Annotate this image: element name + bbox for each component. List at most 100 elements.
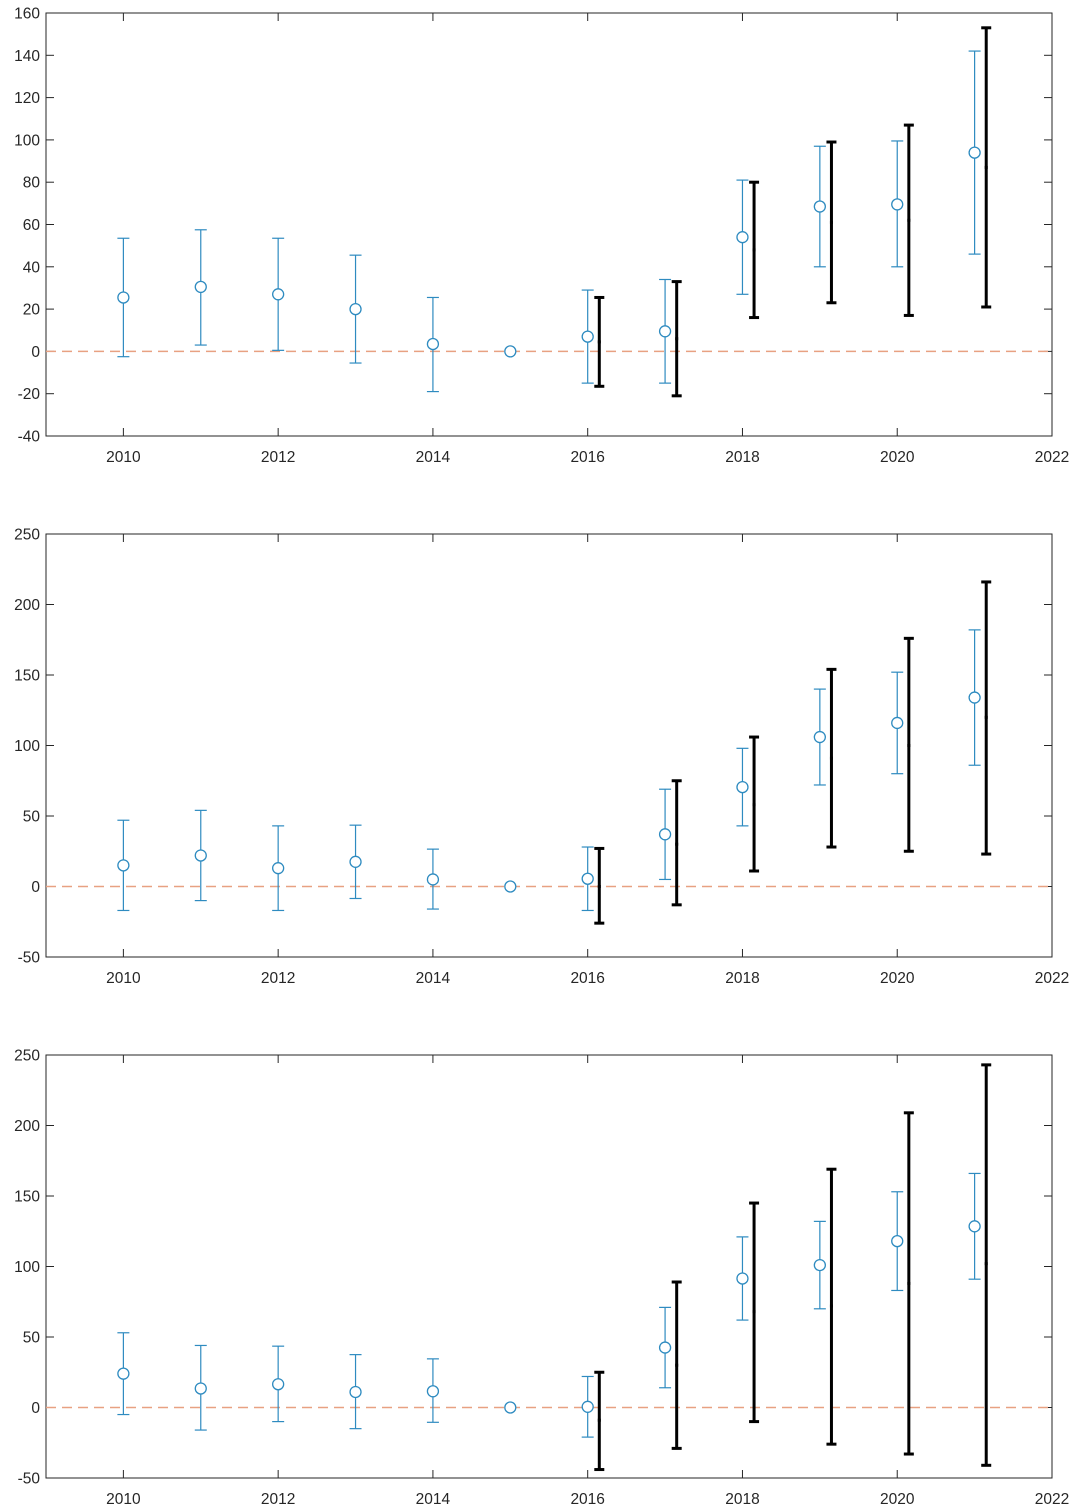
black-errorbar bbox=[594, 295, 605, 388]
black-errorbar bbox=[671, 1280, 682, 1450]
blue-errorbar bbox=[581, 1375, 594, 1438]
black-errorbar bbox=[671, 280, 682, 398]
blue-errorbar bbox=[658, 1306, 672, 1389]
y-tick-label: -50 bbox=[18, 950, 41, 967]
blue-errorbar bbox=[658, 788, 672, 881]
blue-errorbar bbox=[968, 1172, 981, 1280]
x-tick-label: 2018 bbox=[725, 449, 759, 466]
blue-errorbar bbox=[581, 289, 594, 384]
black-errorbar bbox=[981, 26, 992, 309]
plot-panel-1: -40 -20 0 20 40 60 80 100 120 140 160 2010 2012 2014 2… bbox=[14, 6, 1069, 467]
data-point-marker bbox=[658, 325, 672, 338]
blue-errorbar bbox=[194, 809, 207, 902]
data-point-marker bbox=[968, 691, 981, 704]
data-point-marker bbox=[504, 345, 517, 358]
data-point-marker bbox=[117, 1367, 130, 1380]
blue-errorbar bbox=[968, 50, 981, 255]
x-tick-label: 2010 bbox=[106, 970, 141, 987]
blue-errorbar bbox=[504, 345, 517, 358]
data-point-marker bbox=[349, 302, 362, 316]
black-errorbar bbox=[749, 180, 760, 320]
plot-panel-3: -50 0 50 100 150 200 250 2010 2012 2014 2016 2018 20… bbox=[14, 1048, 1069, 1509]
blue-errorbar bbox=[117, 1332, 130, 1416]
plot-panel-2: -50 0 50 100 150 200 250 2010 2012 2014 2016 2018 20… bbox=[14, 527, 1069, 988]
data-point-marker bbox=[426, 337, 440, 351]
y-tick-label: 50 bbox=[23, 1330, 41, 1347]
y-tick-label: 140 bbox=[14, 48, 40, 65]
blue-errorbar bbox=[194, 1344, 207, 1431]
black-errorbar bbox=[903, 1111, 914, 1456]
y-tick-label: 100 bbox=[14, 132, 40, 149]
y-tick-label: -20 bbox=[18, 386, 41, 403]
axes-box bbox=[45, 1054, 1053, 1479]
y-tick-label: 100 bbox=[14, 1259, 40, 1276]
blue-errorbar bbox=[272, 237, 285, 351]
blue-errorbar bbox=[117, 237, 130, 358]
x-tick-label: 2022 bbox=[1035, 970, 1069, 987]
y-tick-label: 100 bbox=[14, 738, 40, 755]
black-errorbar bbox=[981, 1063, 992, 1467]
data-point-marker bbox=[504, 880, 517, 893]
data-point-marker bbox=[426, 873, 440, 886]
black-errorbar bbox=[594, 1370, 605, 1472]
x-tick-label: 2014 bbox=[416, 970, 451, 987]
data-point-marker bbox=[891, 716, 904, 730]
blue-errorbar bbox=[736, 747, 749, 827]
y-tick-label: 20 bbox=[23, 302, 41, 319]
axes-box bbox=[45, 533, 1053, 958]
black-errorbar bbox=[594, 846, 605, 925]
data-point-marker bbox=[736, 231, 749, 244]
blue-errorbar bbox=[426, 848, 440, 910]
y-tick-label: 150 bbox=[14, 1189, 40, 1206]
x-tick-label: 2014 bbox=[416, 449, 451, 466]
data-point-marker bbox=[194, 1382, 207, 1395]
y-tick-label: 150 bbox=[14, 668, 40, 685]
data-point-marker bbox=[813, 200, 826, 213]
blue-errorbar bbox=[504, 880, 517, 893]
blue-errorbar bbox=[194, 229, 207, 346]
blue-errorbar bbox=[426, 296, 440, 393]
blue-errorbar bbox=[426, 1358, 440, 1423]
blue-errorbar bbox=[581, 846, 594, 912]
data-point-marker bbox=[813, 730, 826, 744]
black-errorbar bbox=[671, 779, 682, 907]
black-errorbar bbox=[903, 636, 914, 853]
y-tick-label: 160 bbox=[14, 6, 40, 23]
blue-errorbar bbox=[736, 179, 749, 295]
y-tick-label: 60 bbox=[23, 217, 41, 234]
axes-box bbox=[45, 12, 1053, 437]
y-tick-label: -40 bbox=[18, 429, 41, 446]
data-point-marker bbox=[426, 1385, 440, 1398]
black-errorbar bbox=[826, 140, 837, 305]
blue-errorbar bbox=[349, 1354, 362, 1430]
x-tick-label: 2020 bbox=[880, 449, 915, 466]
data-point-marker bbox=[504, 1401, 517, 1414]
data-point-marker bbox=[272, 862, 285, 875]
x-tick-label: 2020 bbox=[880, 970, 915, 987]
x-tick-label: 2016 bbox=[570, 970, 604, 987]
data-point-marker bbox=[272, 288, 285, 301]
y-tick-label: 200 bbox=[14, 597, 40, 614]
blue-errorbar bbox=[813, 688, 826, 786]
black-errorbar bbox=[826, 1167, 837, 1446]
x-tick-label: 2022 bbox=[1035, 449, 1069, 466]
blue-errorbar bbox=[968, 629, 981, 766]
data-point-marker bbox=[581, 1400, 594, 1413]
blue-errorbar bbox=[813, 1220, 826, 1310]
data-point-marker bbox=[968, 1220, 981, 1233]
y-tick-label: 250 bbox=[14, 527, 40, 544]
black-errorbar bbox=[826, 667, 837, 849]
data-point-marker bbox=[117, 291, 130, 304]
data-point-marker bbox=[736, 1272, 749, 1285]
data-point-marker bbox=[194, 280, 207, 294]
x-tick-label: 2020 bbox=[880, 1491, 915, 1508]
y-tick-label: 120 bbox=[14, 90, 40, 107]
blue-errorbar bbox=[349, 254, 362, 364]
black-errorbar bbox=[749, 735, 760, 873]
data-point-marker bbox=[658, 828, 672, 841]
x-tick-label: 2016 bbox=[570, 1491, 604, 1508]
y-tick-label: 0 bbox=[31, 1400, 40, 1417]
blue-errorbar bbox=[891, 140, 904, 268]
y-tick-label: 80 bbox=[23, 175, 41, 192]
